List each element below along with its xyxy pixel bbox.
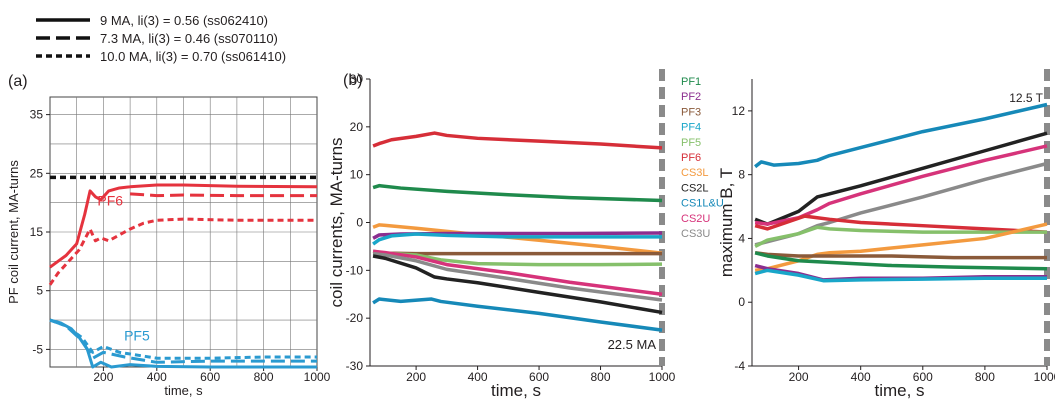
- series-line-cs1landu: [754, 102, 1048, 169]
- legend-entry-cs2u: CS2U: [681, 213, 710, 225]
- y-tick-label: 30: [350, 72, 364, 86]
- y-tick-label: 12: [732, 104, 746, 118]
- y-tick-label: 15: [30, 225, 44, 239]
- series-line-pf3: [754, 251, 1047, 260]
- y-tick-label: -5: [32, 342, 43, 356]
- series-line-pf5-short-dash: [49, 318, 317, 360]
- legend-entry-cs3u: CS3U: [681, 228, 710, 240]
- y-axis-label: maximum B, T: [717, 168, 736, 277]
- series-line-pf1: [372, 183, 663, 203]
- y-tick-label: -10: [346, 263, 364, 277]
- x-axis-label: time, s: [491, 381, 541, 399]
- x-tick-label: 600: [913, 370, 933, 384]
- legend-entry-pf1: PF1: [681, 76, 701, 88]
- series-line-pf4: [372, 232, 662, 246]
- x-tick-label: 800: [591, 370, 611, 384]
- y-tick-label: 0: [738, 295, 745, 309]
- limit-marker-label: 12.5 T: [1009, 91, 1043, 105]
- series-line-pf6-short-dash: [48, 217, 317, 286]
- y-tick-label: 35: [30, 108, 44, 122]
- series-line-pf6: [754, 214, 1048, 234]
- series-line-pf6-solid: [49, 183, 318, 269]
- legend-entry-pf6: PF6: [681, 152, 701, 164]
- panel-a-chart: 200 400 600 800 1000 -5 5 15 25 35 time, s PF coil …: [6, 73, 331, 398]
- y-tick-label: -20: [346, 311, 364, 325]
- x-tick-label: 600: [529, 370, 549, 384]
- series-line-pf6-long-dash: [130, 192, 317, 198]
- y-tick-label: -30: [346, 359, 364, 373]
- series-line-pf4: [754, 268, 1047, 283]
- y-tick-label: 25: [30, 166, 44, 180]
- legend-entry-cs3l: CS3L: [681, 167, 709, 179]
- series-line-cs2l: [754, 131, 1048, 226]
- legend-label-1: 7.3 MA, li(3) = 0.46 (ss070110): [100, 31, 278, 46]
- series-line-cs1landu: [372, 297, 663, 332]
- x-tick-label: 800: [975, 370, 995, 384]
- x-tick-label: 400: [851, 370, 871, 384]
- panel-b-chart: 200 400 600 800 1000 -30 -20 -10 0 10 20 30 time, s c…: [327, 69, 724, 399]
- legend-entry-pf2: PF2: [681, 91, 701, 103]
- legend-label-0: 9 MA, li(3) = 0.56 (ss062410): [100, 13, 268, 28]
- x-tick-label: 800: [254, 370, 274, 384]
- series-line-cs3l: [372, 223, 663, 255]
- panel-c-chart: 200 400 600 800 1000 -4 0 4 8 12 time, s maximum B,…: [717, 69, 1055, 399]
- figure-legend: 9 MA, li(3) = 0.56 (ss062410) 7.3 MA, li(…: [36, 13, 286, 64]
- legend-entry-cs1landu: CS1L&U: [681, 198, 724, 210]
- panel-label: (a): [8, 73, 28, 90]
- y-tick-label: -4: [734, 359, 745, 373]
- legend-entry-pf5: PF5: [681, 137, 701, 149]
- x-tick-label: 1000: [649, 370, 676, 384]
- x-axis-label: time, s: [164, 383, 203, 398]
- y-tick-label: 20: [350, 120, 364, 134]
- x-axis-label: time, s: [874, 381, 924, 399]
- annotation-pf6: PF6: [97, 193, 123, 209]
- y-axis-label: PF coil current, MA-turns: [6, 160, 21, 304]
- x-tick-label: 200: [93, 370, 113, 384]
- series-line-cs2l: [372, 254, 663, 315]
- series-line-cs3l: [754, 222, 1048, 273]
- x-tick-label: 600: [200, 370, 220, 384]
- series-line-pf5: [754, 225, 1047, 248]
- y-tick-label: 5: [36, 284, 43, 298]
- y-tick-label: 0: [356, 216, 363, 230]
- y-tick-label: 4: [738, 231, 745, 245]
- x-tick-label: 1000: [304, 370, 331, 384]
- series-line-pf2: [372, 231, 663, 240]
- y-tick-label: 10: [350, 168, 364, 182]
- x-tick-label: 200: [789, 370, 809, 384]
- series-line-pf5-long-dash: [49, 318, 317, 364]
- legend-entry-pf3: PF3: [681, 106, 701, 118]
- x-tick-label: 1000: [1034, 370, 1055, 384]
- series-line-pf6: [372, 131, 663, 150]
- series-line-pf1: [754, 251, 1048, 271]
- series-line-cs2u: [754, 144, 1048, 226]
- x-tick-label: 400: [147, 370, 167, 384]
- series-line-cs2u: [372, 249, 663, 296]
- x-tick-label: 400: [468, 370, 488, 384]
- legend-entry-pf4: PF4: [681, 122, 701, 134]
- legend-label-2: 10.0 MA, li(3) = 0.70 (ss061410): [100, 49, 286, 64]
- series-line-cs3u: [372, 251, 663, 302]
- y-tick-label: 8: [738, 168, 745, 182]
- legend-entry-cs2l: CS2L: [681, 182, 709, 194]
- limit-marker-label: 22.5 MA: [608, 337, 657, 352]
- annotation-pf5: PF5: [124, 328, 150, 344]
- panel-label: (b): [343, 72, 363, 89]
- y-axis-label: coil currents, MA-turns: [327, 137, 346, 307]
- x-tick-label: 200: [406, 370, 426, 384]
